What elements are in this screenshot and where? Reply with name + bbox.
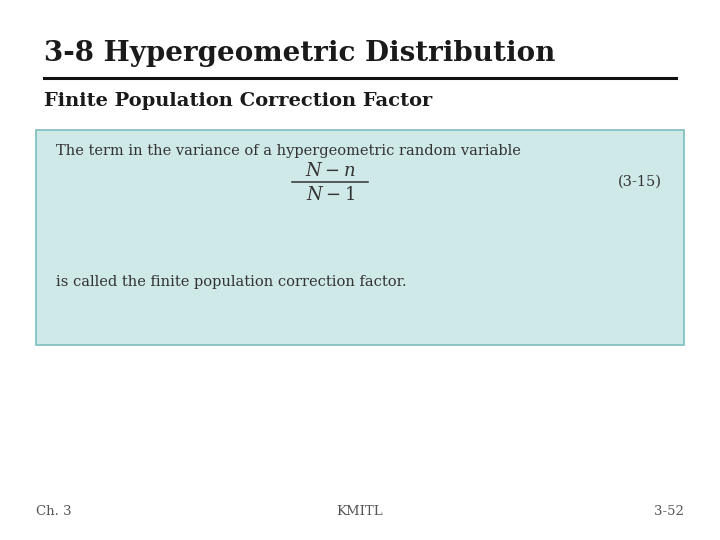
Text: Finite Population Correction Factor: Finite Population Correction Factor bbox=[44, 92, 432, 110]
Text: KMITL: KMITL bbox=[337, 505, 383, 518]
Text: 3-52: 3-52 bbox=[654, 505, 684, 518]
Text: Ch. 3: Ch. 3 bbox=[36, 505, 71, 518]
Text: $N-n$: $N-n$ bbox=[305, 162, 355, 180]
Text: 3-8 Hypergeometric Distribution: 3-8 Hypergeometric Distribution bbox=[44, 40, 555, 67]
Text: (3-15): (3-15) bbox=[618, 175, 662, 189]
Text: $N-1$: $N-1$ bbox=[305, 186, 354, 204]
FancyBboxPatch shape bbox=[36, 130, 684, 345]
Text: is called the finite population correction factor.: is called the finite population correcti… bbox=[56, 275, 407, 289]
Text: The term in the variance of a hypergeometric random variable: The term in the variance of a hypergeome… bbox=[56, 144, 521, 158]
